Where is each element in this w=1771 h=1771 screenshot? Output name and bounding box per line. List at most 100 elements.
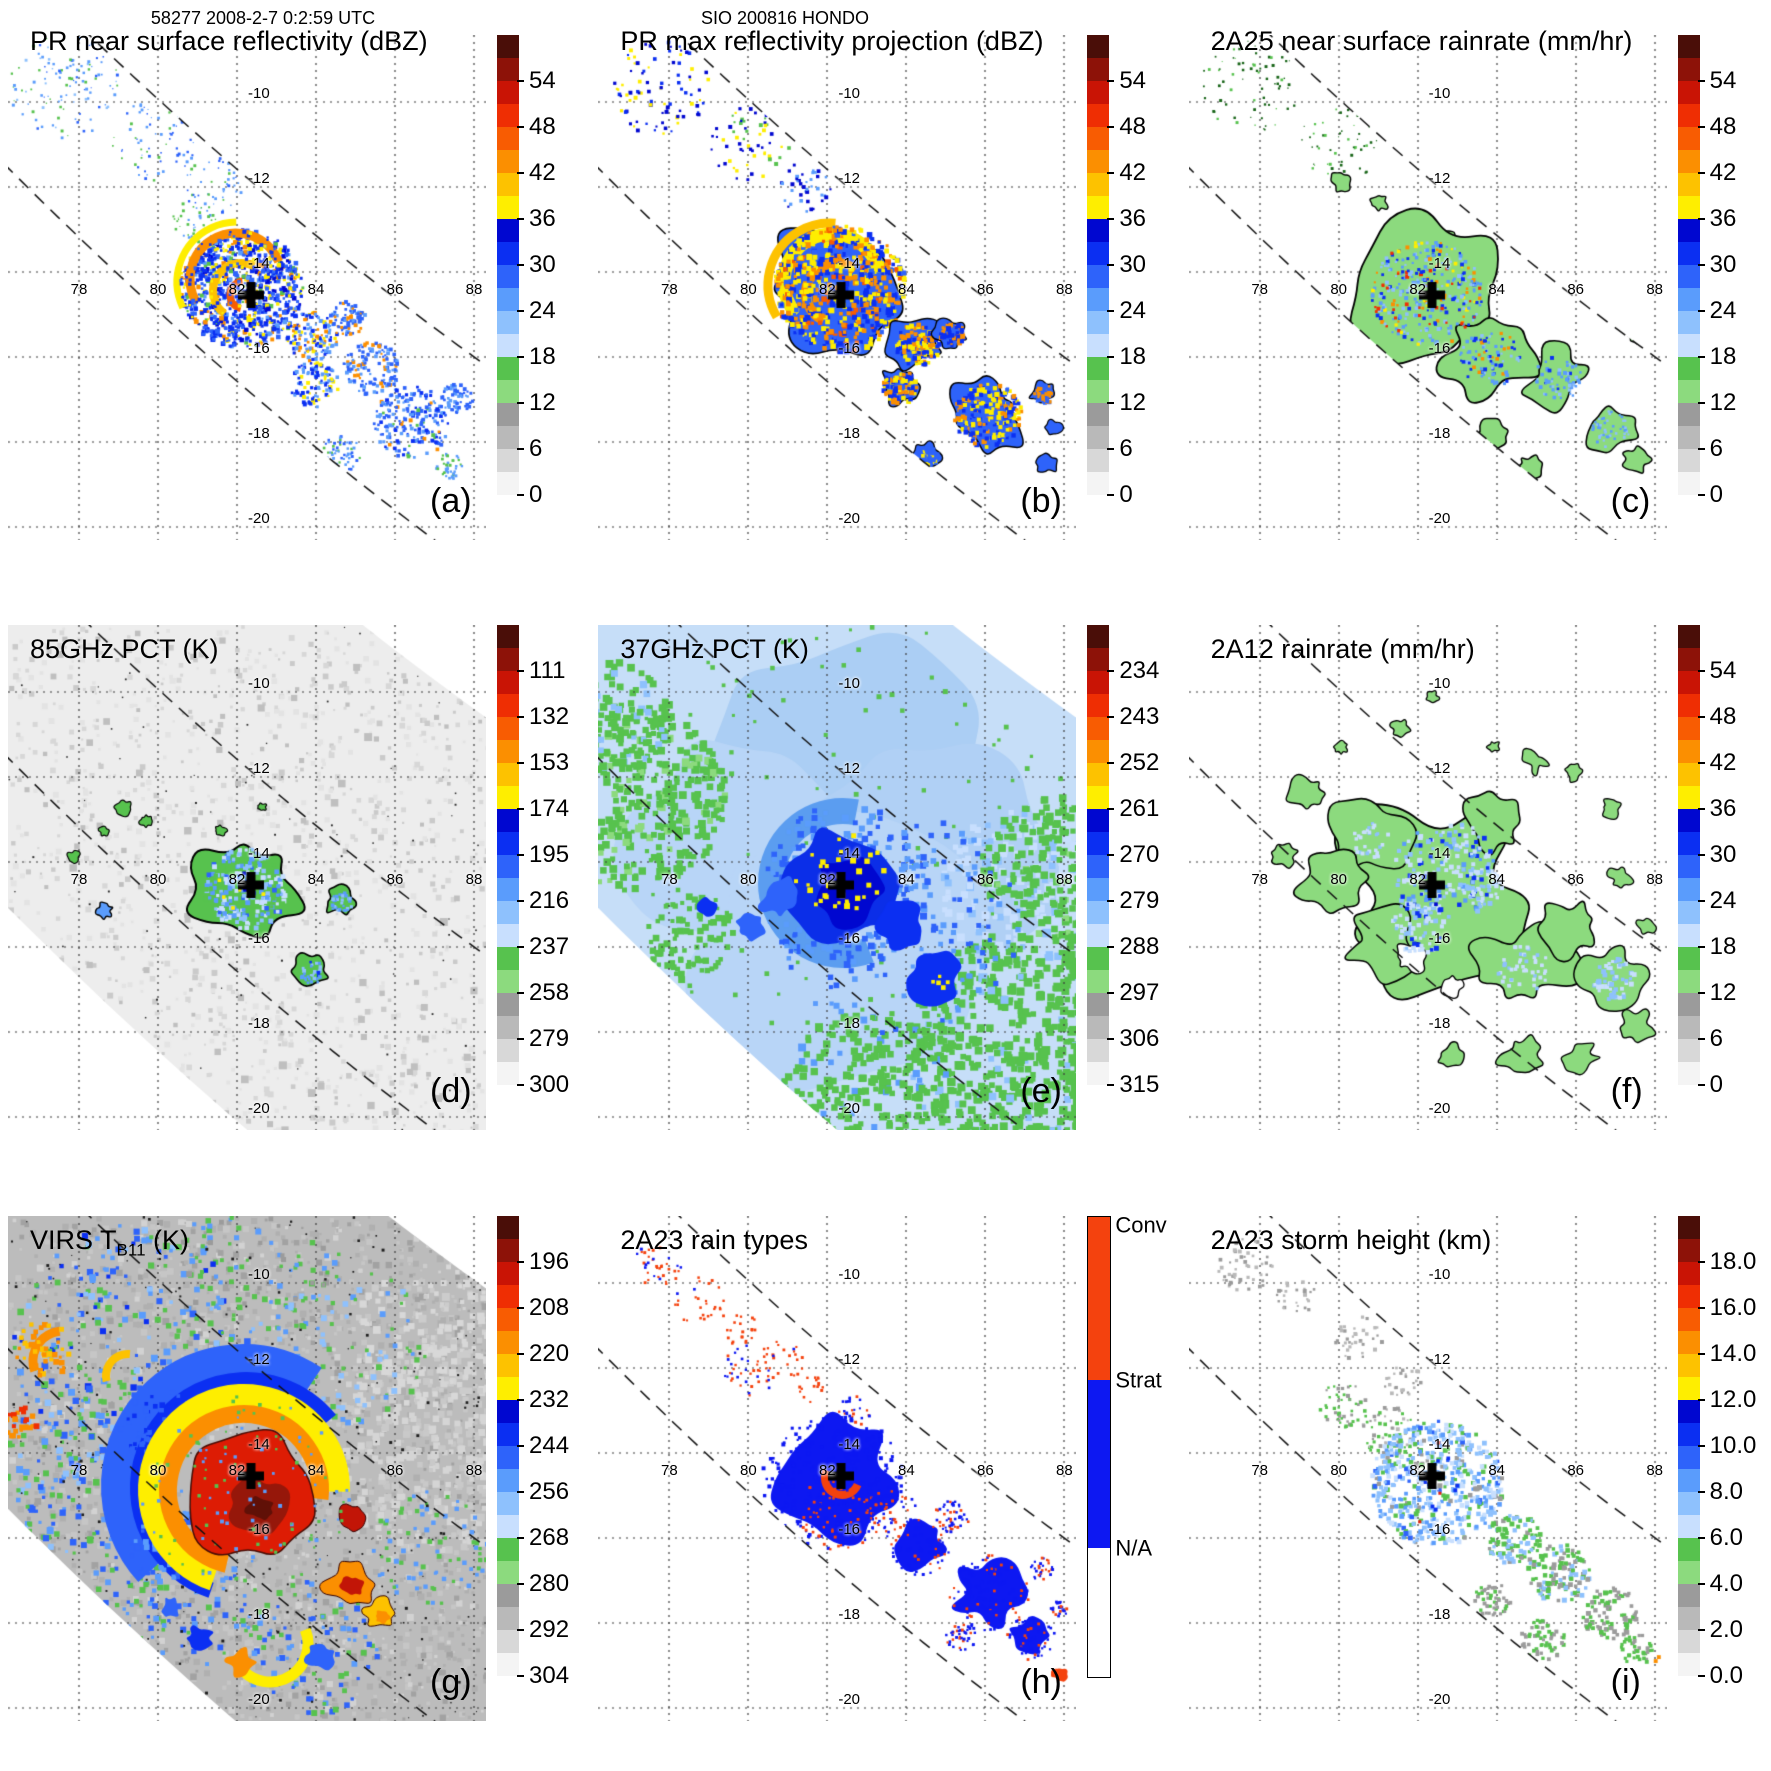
panel-i-map [1188, 1215, 1667, 1721]
colorbar-segment [497, 786, 519, 810]
colorbar-tick-mark [517, 946, 524, 949]
colorbar-segment [497, 403, 519, 426]
colorbar-segment [1677, 694, 1700, 718]
panel-c: 2A25 near surface rainrate (mm/hr) 78 80 82… [1181, 0, 1771, 590]
colorbar-segment [1677, 1215, 1700, 1239]
colorbar-tick-mark [517, 1444, 524, 1447]
panel-b: PR max reflectivity projection (dBZ) 78 80… [590, 0, 1180, 590]
colorbar-segment [497, 763, 519, 787]
panel-d: 85GHz PCT (K) 78 80 82 84 86 88 -10 -12 -14 -16 -18… [0, 590, 590, 1180]
colorbar-tick-label: 12 [1709, 389, 1737, 416]
colorbar-segment [1087, 947, 1110, 971]
colorbar-segment [1677, 717, 1700, 741]
colorbar-tick-label: 54 [1119, 67, 1147, 94]
colorbar-tick-mark [517, 1582, 524, 1585]
colorbar-segment [1677, 809, 1700, 833]
colorbar-tick-label: 279 [529, 1025, 570, 1053]
colorbar-segment [1087, 449, 1110, 472]
colorbar-segment [497, 1307, 519, 1331]
colorbar-class-n/a [1088, 1547, 1111, 1677]
colorbar-tick-mark [1697, 126, 1705, 128]
colorbar-segment [1677, 311, 1700, 334]
panel-i-letter: (i) [1610, 1662, 1641, 1701]
colorbar-tick-label: 8.0 [1709, 1477, 1744, 1505]
colorbar-tick-label: 36 [1709, 795, 1737, 823]
colorbar-tick-mark [1107, 808, 1115, 811]
colorbar-tick-mark [1697, 1536, 1705, 1539]
colorbar-segment [1677, 35, 1700, 58]
colorbar-tick-mark [517, 218, 524, 220]
colorbar-segment [1087, 219, 1110, 242]
colorbar-segment [1087, 786, 1110, 810]
colorbar-tick-mark [1697, 1038, 1705, 1041]
colorbar-tick-mark [517, 494, 524, 496]
colorbar-tick-mark [1107, 172, 1115, 174]
colorbar-tick-label: 243 [1119, 703, 1160, 731]
panel-a-title: PR near surface reflectivity (dBZ) [30, 26, 428, 61]
colorbar-segment [497, 334, 519, 357]
colorbar-tick-label: 0 [1709, 1071, 1724, 1099]
colorbar-segment [1677, 763, 1700, 787]
colorbar-segment [1677, 1353, 1700, 1377]
colorbar-class-conv [1088, 1216, 1111, 1380]
colorbar-segment [1087, 717, 1110, 741]
colorbar-tick-label: 18 [1709, 933, 1737, 961]
panel-d-colorbar [497, 625, 519, 1086]
panel-h-letter: (h) [1020, 1662, 1062, 1701]
colorbar-segment [497, 311, 519, 334]
colorbar-tick-label: 36 [1119, 205, 1147, 232]
colorbar-tick-label: 30 [1119, 251, 1147, 278]
panel-g-map [8, 1215, 486, 1721]
panel-c-map [1188, 35, 1667, 540]
colorbar-segment [1087, 648, 1110, 672]
panel-e: 37GHz PCT (K) 78 80 82 84 86 88 -10 -12 -14 -16 -18… [590, 590, 1180, 1180]
colorbar-segment [1677, 901, 1700, 925]
colorbar-segment [1677, 1376, 1700, 1400]
colorbar-tick-mark [1697, 402, 1705, 404]
colorbar-segment [1677, 947, 1700, 971]
colorbar-tick-mark [1697, 80, 1705, 82]
colorbar-segment [497, 1399, 519, 1423]
colorbar-tick-label: 258 [529, 979, 570, 1007]
colorbar-segment [1677, 625, 1700, 649]
colorbar-segment [497, 219, 519, 242]
colorbar-segment [1677, 1016, 1700, 1040]
colorbar-segment [497, 58, 519, 81]
colorbar-tick-label: 12.0 [1709, 1385, 1757, 1413]
colorbar-tick-mark [517, 1306, 524, 1309]
colorbar-tick-label: 12 [529, 389, 556, 416]
colorbar-tick-label: 232 [529, 1385, 570, 1413]
panel-g: VIRS TB11 (K) 78 80 82 84 86 88 -10 -12 -14 -16 -18… [0, 1181, 590, 1771]
colorbar-segment [497, 855, 519, 879]
colorbar-tick-mark [517, 264, 524, 266]
colorbar-tick-mark [517, 716, 524, 719]
colorbar-tick-label: 6 [1119, 435, 1133, 462]
colorbar-tick-label: 48 [1119, 113, 1147, 140]
colorbar-tick-label: 6.0 [1709, 1523, 1744, 1551]
colorbar-tick-mark [1697, 494, 1705, 496]
colorbar-tick-label: 268 [529, 1523, 570, 1551]
colorbar-segment [497, 1261, 519, 1285]
colorbar-segment [1087, 1062, 1110, 1086]
colorbar-tick-mark [1107, 762, 1115, 765]
colorbar-tick-label: 252 [1119, 749, 1160, 777]
colorbar-segment [1677, 1652, 1700, 1676]
colorbar-tick-label: 36 [1709, 205, 1737, 232]
colorbar-segment [1677, 1583, 1700, 1607]
colorbar-segment [1087, 403, 1110, 426]
colorbar-segment [497, 426, 519, 449]
colorbar-tick-label: 54 [1709, 67, 1737, 94]
colorbar-tick-label: 244 [529, 1431, 570, 1459]
colorbar-tick-label: 18 [529, 343, 556, 370]
colorbar-segment [1087, 740, 1110, 764]
colorbar-segment [1677, 1399, 1700, 1423]
panel-f-title: 2A12 rainrate (mm/hr) [1211, 634, 1475, 669]
colorbar-tick-label: 195 [529, 841, 570, 869]
colorbar-segment [1087, 81, 1110, 104]
colorbar-tick-label: 0 [529, 481, 543, 508]
colorbar-segment [1087, 58, 1110, 81]
colorbar-tick-mark [1697, 1444, 1705, 1447]
colorbar-tick-label: 292 [529, 1615, 570, 1643]
colorbar-tick-mark [1697, 1582, 1705, 1585]
panel-h-map [598, 1215, 1077, 1721]
